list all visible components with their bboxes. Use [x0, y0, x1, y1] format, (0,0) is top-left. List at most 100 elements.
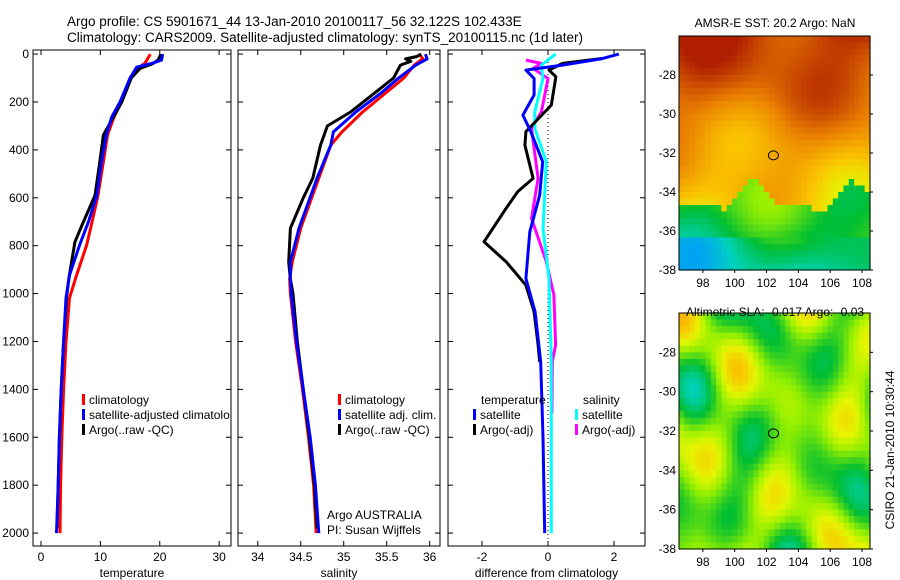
map-cell: [763, 457, 770, 465]
map-cell: [705, 133, 712, 141]
map-cell: [859, 496, 866, 504]
map-cell: [705, 372, 712, 380]
map-cell: [774, 411, 781, 419]
map-cell: [700, 127, 707, 135]
map-cell: [801, 372, 807, 380]
map-cell: [742, 172, 749, 180]
map-cell: [769, 218, 776, 226]
map-cell: [689, 159, 696, 167]
map-cell: [816, 211, 823, 219]
map-cell: [689, 224, 696, 232]
map-cell: [806, 424, 813, 432]
map-cell: [774, 107, 781, 115]
map-cell: [753, 450, 760, 458]
map-cell: [822, 490, 829, 498]
y-tick-label: 1600: [2, 430, 29, 444]
map-cell: [864, 463, 871, 471]
map-cell: [705, 509, 712, 517]
map-cell: [832, 398, 839, 406]
map-cell: [679, 101, 685, 109]
map-cell: [732, 463, 738, 471]
map-cell: [763, 385, 770, 393]
map-cell: [716, 237, 723, 245]
map-cell: [753, 172, 760, 180]
map-cell: [689, 313, 696, 321]
map-cell: [843, 437, 850, 445]
map-cell: [859, 211, 866, 219]
map-cell: [854, 224, 860, 232]
map-cell: [758, 42, 765, 50]
map-cell: [848, 68, 855, 76]
map-cell: [758, 224, 765, 232]
map-cell: [779, 244, 786, 252]
map-cell: [811, 535, 818, 544]
map-cell: [843, 496, 850, 504]
map-cell: [827, 49, 834, 57]
map-cell: [737, 127, 744, 135]
map-cell: [848, 365, 855, 373]
map-cell: [864, 250, 871, 258]
map-cell: [816, 224, 823, 232]
map-cell: [694, 192, 701, 200]
map-cell: [747, 166, 754, 174]
map-cell: [700, 120, 707, 128]
map-cell: [747, 101, 754, 109]
map-cell: [827, 231, 834, 239]
map-cell: [694, 437, 701, 445]
map-cell: [806, 470, 813, 478]
map-cell: [795, 62, 802, 70]
map-cell: [859, 263, 866, 271]
map-cell: [779, 224, 786, 232]
map-cell: [816, 417, 823, 426]
y-tick-label: 0: [22, 47, 29, 61]
map-cell: [785, 146, 792, 154]
map-cell: [859, 457, 866, 465]
map-cell: [816, 55, 823, 63]
map-cell: [838, 457, 845, 465]
map-cell: [763, 250, 770, 258]
map-cell: [721, 339, 728, 347]
map-cell: [689, 358, 696, 367]
map-cell: [832, 332, 839, 340]
map-cell: [827, 94, 834, 102]
map-cell: [769, 244, 776, 252]
map-cell: [769, 179, 776, 187]
map-cell: [732, 185, 738, 193]
map-cell: [684, 404, 691, 412]
map-cell: [721, 146, 728, 154]
map-cell: [769, 120, 776, 128]
map-cell: [732, 503, 738, 511]
map-cell: [790, 42, 797, 50]
map-cell: [737, 62, 744, 70]
map-cell: [864, 490, 871, 498]
map-cell: [832, 437, 839, 445]
map-cell: [790, 211, 797, 219]
map-cell: [716, 88, 723, 96]
map-cell: [838, 372, 845, 380]
map-cell: [843, 36, 850, 44]
map-cell: [769, 42, 776, 50]
map-cell: [700, 332, 707, 340]
map-cell: [843, 218, 850, 226]
map-cell: [774, 263, 781, 271]
map-cell: [790, 417, 797, 426]
map-cell: [684, 365, 691, 373]
map-lat-label: -32: [659, 146, 677, 160]
map-cell: [716, 529, 723, 537]
map-cell: [822, 211, 829, 219]
map-cell: [816, 535, 823, 544]
plot-frame: [237, 49, 441, 547]
map-cell: [689, 529, 696, 537]
map-cell: [822, 146, 829, 154]
map-cell: [859, 153, 866, 161]
map-cell: [753, 542, 760, 550]
map-cell: [700, 431, 707, 439]
map-cell: [726, 516, 733, 524]
map-cell: [790, 385, 797, 393]
map-cell: [827, 218, 834, 226]
map-cell: [811, 313, 818, 321]
map-cell: [684, 244, 691, 252]
map-cell: [753, 411, 760, 419]
map-cell: [700, 88, 707, 96]
